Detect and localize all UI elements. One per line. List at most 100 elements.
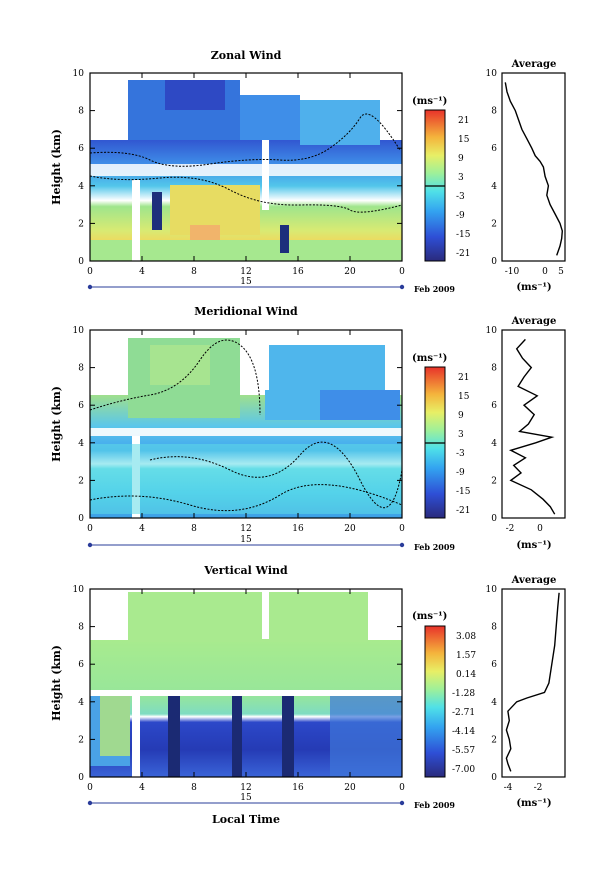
y-tick-label: 4 xyxy=(78,182,84,192)
colorbar-tick: -21 xyxy=(456,506,471,516)
x-tick-label: 4 xyxy=(139,783,145,793)
profile-line xyxy=(508,338,556,515)
profile-x-tick: 0 xyxy=(542,267,548,277)
profile-line xyxy=(505,592,560,772)
x-tick-label: 12 xyxy=(240,783,251,793)
x-tick-label: 20 xyxy=(344,267,356,277)
y-tick-labels: 0 2 4 6 8 10 xyxy=(73,585,85,783)
panel-meridional: Meridional Wind 0 2 4 6 xyxy=(50,305,566,552)
colorbar-tick: -3 xyxy=(456,192,465,202)
colorbar: (ms⁻¹) 21 15 9 3 -3 -9 -15 -21 xyxy=(412,96,471,262)
y-tick-label: 10 xyxy=(73,585,85,595)
heatmap-field xyxy=(90,589,402,777)
colorbar: (ms⁻¹) 3.08 1.57 0.14 -1.28 -2.71 -4.14 … xyxy=(412,611,476,778)
profile-y-tick: 8 xyxy=(491,623,497,633)
y-tick-label: 0 xyxy=(78,514,84,524)
x-tick-labels: 0 4 8 12 16 20 0 xyxy=(87,524,405,534)
colorbar-tick: -7.00 xyxy=(452,765,475,775)
profile-y-tick: 8 xyxy=(491,107,497,117)
ticks xyxy=(90,72,402,261)
colorbar-tick: 21 xyxy=(458,373,469,383)
profile-y-tick: 6 xyxy=(491,144,497,154)
ticks xyxy=(90,588,402,777)
profile-x-tick: 5 xyxy=(558,267,564,277)
colorbar-tick: 1.57 xyxy=(456,651,476,661)
y-axis-label: Height (km) xyxy=(50,129,63,205)
y-tick-label: 2 xyxy=(78,476,84,486)
zero-contour xyxy=(149,441,402,509)
y-tick-label: 6 xyxy=(78,660,84,670)
colorbar-tick: 3.08 xyxy=(456,632,476,642)
profile-x-label: (ms⁻¹) xyxy=(516,798,551,809)
profile-x-label: (ms⁻¹) xyxy=(516,540,551,551)
y-tick-labels: 0 2 4 6 8 10 xyxy=(73,69,85,267)
colorbar-unit: (ms⁻¹) xyxy=(412,96,447,107)
profile-frame xyxy=(501,588,566,778)
colorbar-tick: 15 xyxy=(458,392,470,402)
y-tick-label: 8 xyxy=(78,623,84,633)
day-label: 15 xyxy=(240,535,252,545)
colorbar-tick: -5.57 xyxy=(452,746,475,756)
y-tick-label: 2 xyxy=(78,735,84,745)
colorbar-tick: 3 xyxy=(458,430,464,440)
profile-y-tick: 0 xyxy=(491,514,497,524)
colorbar-tick: -4.14 xyxy=(452,727,475,737)
profile-x-tick: -4 xyxy=(504,783,513,793)
profile-title: Average xyxy=(511,316,557,327)
y-tick-label: 0 xyxy=(78,773,84,783)
x-tick-labels: 0 4 8 12 16 20 0 xyxy=(87,267,405,277)
panel-title: Vertical Wind xyxy=(203,564,288,577)
x-tick-label: 16 xyxy=(292,783,304,793)
y-axis-label: Height (km) xyxy=(50,645,63,721)
y-tick-label: 6 xyxy=(78,401,84,411)
profile-frame xyxy=(501,329,566,519)
profile-y-tick: 2 xyxy=(491,476,497,486)
colorbar-tick: -2.71 xyxy=(452,708,475,718)
colorbar: (ms⁻¹) 21 15 9 3 -3 -9 -15 -21 xyxy=(412,353,471,519)
x-tick-label: 20 xyxy=(344,783,356,793)
y-tick-label: 4 xyxy=(78,698,84,708)
x-tick-label: 16 xyxy=(292,267,304,277)
profile-y-tick: 4 xyxy=(491,182,497,192)
profile-x-tick: -2 xyxy=(506,524,515,534)
x-tick-labels: 0 4 8 12 16 20 0 xyxy=(87,783,405,793)
zero-contour xyxy=(90,339,261,416)
colorbar-tick: 9 xyxy=(458,154,464,164)
x-tick-label: 4 xyxy=(139,524,145,534)
x-tick-label: 8 xyxy=(191,783,197,793)
x-tick-label: 0 xyxy=(399,524,405,534)
x-tick-label: 12 xyxy=(240,267,251,277)
colorbar-tick: 9 xyxy=(458,411,464,421)
date-label: Feb 2009 xyxy=(414,542,455,552)
profile-x-tick: 0 xyxy=(537,524,543,534)
profile-frame xyxy=(501,72,566,262)
x-tick-label: 8 xyxy=(191,524,197,534)
profile-y-tick: 4 xyxy=(491,698,497,708)
colorbar-tick: -9 xyxy=(456,468,465,478)
zero-contour xyxy=(90,484,402,512)
colorbar-tick: -1.28 xyxy=(452,689,475,699)
date-axis: 15 Feb 2009 xyxy=(87,793,455,810)
profile-y-tick: 0 xyxy=(491,773,497,783)
profile-y-tick: 2 xyxy=(491,735,497,745)
heatmap-field xyxy=(90,330,402,518)
profile-y-tick: 2 xyxy=(491,219,497,229)
y-axis-label: Height (km) xyxy=(50,386,63,462)
y-tick-label: 2 xyxy=(78,219,84,229)
panel-title: Zonal Wind xyxy=(211,49,282,62)
x-tick-label: 12 xyxy=(240,524,251,534)
profile-x-label: (ms⁻¹) xyxy=(516,282,551,293)
zero-contour xyxy=(90,113,401,167)
profile-y-tick: 4 xyxy=(491,439,497,449)
x-tick-label: 0 xyxy=(87,783,93,793)
date-label: Feb 2009 xyxy=(414,800,455,810)
panel-zonal: Zonal Wind 0 2 xyxy=(50,49,566,294)
day-label: 15 xyxy=(240,277,252,287)
x-tick-label: 0 xyxy=(399,783,405,793)
date-axis: 15 Feb 2009 xyxy=(87,277,455,294)
heatmap-field xyxy=(90,73,402,261)
profile-title: Average xyxy=(511,59,557,70)
y-tick-label: 0 xyxy=(78,257,84,267)
x-tick-label: 4 xyxy=(139,267,145,277)
